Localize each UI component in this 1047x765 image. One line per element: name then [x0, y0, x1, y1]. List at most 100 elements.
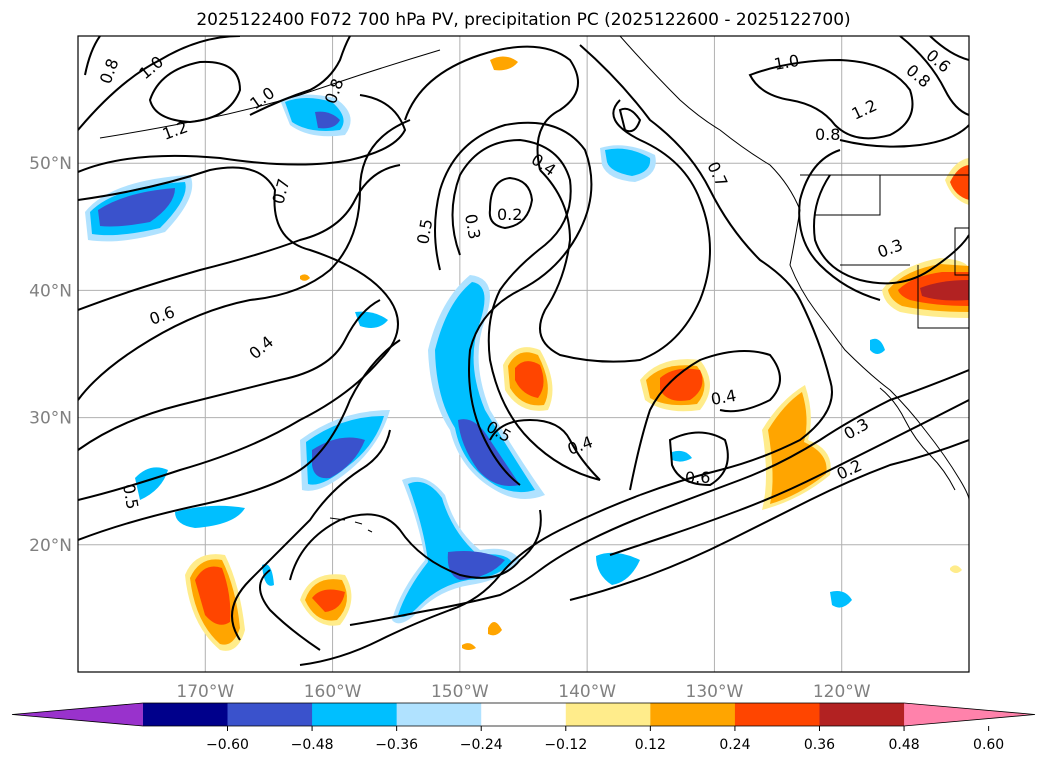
precip-blob-negative	[312, 437, 365, 479]
contour-label: 0.4	[245, 332, 277, 363]
colorbar-swatch	[396, 703, 482, 726]
island-hawaii	[329, 517, 373, 533]
pv-contour	[569, 439, 969, 601]
pv-contour	[78, 299, 381, 451]
lon-label: 150°W	[431, 682, 489, 702]
precip-blob-positive	[490, 56, 518, 71]
colorbar-swatch	[819, 703, 905, 726]
contour-label: 0.5	[119, 482, 142, 510]
precip-blob-positive	[920, 280, 969, 301]
colorbar-swatch	[734, 703, 820, 726]
colorbar-swatch	[227, 703, 313, 726]
colorbar-tick-label: 0.12	[635, 737, 666, 753]
pv-contour	[748, 58, 914, 140]
map-frame	[77, 35, 970, 673]
pv-contour	[629, 350, 781, 491]
pv-contour	[349, 369, 969, 626]
precip-blob-negative	[98, 188, 175, 227]
colorbar-tick-label: −0.24	[460, 737, 503, 753]
map-title: 2025122400 F072 700 hPa PV, precipitatio…	[196, 10, 851, 30]
precip-blob-negative	[262, 564, 274, 586]
pv-contour	[451, 138, 601, 481]
precip-blob-positive	[515, 361, 544, 398]
contour-label: 0.8	[96, 56, 123, 86]
precip-blob-negative	[315, 111, 340, 129]
contour-label: 0.6	[147, 302, 177, 329]
colorbar-tick-label: −0.48	[291, 737, 334, 753]
lon-label: 130°W	[686, 682, 744, 702]
lon-label: 160°W	[304, 682, 362, 702]
pv-contour	[249, 36, 351, 116]
precip-blob-negative	[870, 338, 885, 354]
contour-label: 0.3	[875, 235, 905, 262]
contour-label: 0.3	[841, 414, 873, 443]
latitude-labels: 50°N 40°N 30°N 20°N	[29, 154, 72, 556]
lon-label: 120°W	[813, 682, 871, 702]
pv-contour	[579, 44, 833, 496]
colorbar-tick-label: 0.60	[973, 737, 1004, 753]
precip-blob-negative	[447, 551, 505, 580]
colorbar-tick-label: −0.60	[206, 737, 249, 753]
contour-label: 0.4	[709, 386, 737, 409]
pv-contour	[299, 494, 641, 666]
contour-label: 0.7	[269, 177, 294, 207]
pv-contour	[78, 166, 399, 501]
pv-contour	[78, 339, 401, 541]
colorbar-tick-label: 0.36	[804, 737, 835, 753]
precip-blob-positive	[488, 621, 502, 636]
precip-blob-negative	[435, 282, 535, 493]
pv-contour	[929, 36, 969, 61]
pv-contour	[148, 60, 242, 124]
pv-contour	[539, 99, 711, 363]
precip-blob-negative	[398, 481, 512, 618]
state-border	[954, 227, 969, 276]
state-border	[815, 175, 881, 216]
colorbar-swatch	[565, 703, 651, 726]
precip-shading	[85, 56, 969, 651]
colorbar-tick-label: −0.36	[375, 737, 418, 753]
colorbar-outline	[11, 702, 1036, 727]
contour-label: 1.0	[135, 52, 167, 83]
contour-label: 1.2	[849, 96, 880, 124]
pv-contour	[434, 121, 593, 486]
coastline-baja	[879, 387, 956, 491]
pv-contour	[488, 176, 534, 230]
pv-contour	[899, 36, 969, 116]
contour-label: 0.4	[565, 432, 595, 459]
contour-label: 0.6	[685, 468, 710, 487]
precip-blob-positive	[195, 566, 231, 625]
lon-label: 140°W	[558, 682, 616, 702]
pv-contour	[78, 94, 407, 173]
precip-blob-negative	[672, 450, 692, 462]
precip-blob-positive	[462, 643, 476, 650]
contour-label: 0.2	[497, 205, 522, 224]
precip-blob-negative	[175, 505, 245, 528]
lat-label: 40°N	[29, 281, 72, 301]
precip-blob-positive	[660, 368, 703, 401]
lat-label: 30°N	[29, 409, 72, 429]
pv-contour	[78, 36, 241, 131]
contour-label: 0.3	[461, 212, 484, 240]
lon-label: 170°W	[176, 682, 234, 702]
colorbar-swatch	[312, 703, 398, 726]
precip-blob-negative	[135, 467, 168, 500]
colorbar-swatch	[142, 703, 229, 726]
colorbar-tick-label: 0.48	[888, 737, 919, 753]
longitude-labels: 170°W 160°W 150°W 140°W 130°W 120°W	[176, 682, 870, 702]
pv-contour	[289, 509, 542, 581]
precip-blob-positive	[768, 392, 827, 504]
colorbar-tick-label: 0.24	[719, 737, 750, 753]
colorbar: −0.60 −0.48 −0.36 −0.24 −0.12 0.12 0.24 0.36 0.4…	[11, 702, 1036, 753]
coastlines	[99, 36, 969, 533]
pv-contour	[231, 429, 391, 641]
pv-contour	[618, 107, 642, 133]
precip-blob-negative	[355, 311, 388, 328]
lat-label: 50°N	[29, 154, 72, 174]
precip-blob-positive	[950, 165, 969, 200]
colorbar-swatch	[481, 703, 567, 726]
pv-contour	[668, 431, 729, 487]
contour-label: 0.2	[834, 456, 865, 484]
pv-contour	[813, 174, 969, 285]
precip-blob-positive	[312, 589, 345, 612]
